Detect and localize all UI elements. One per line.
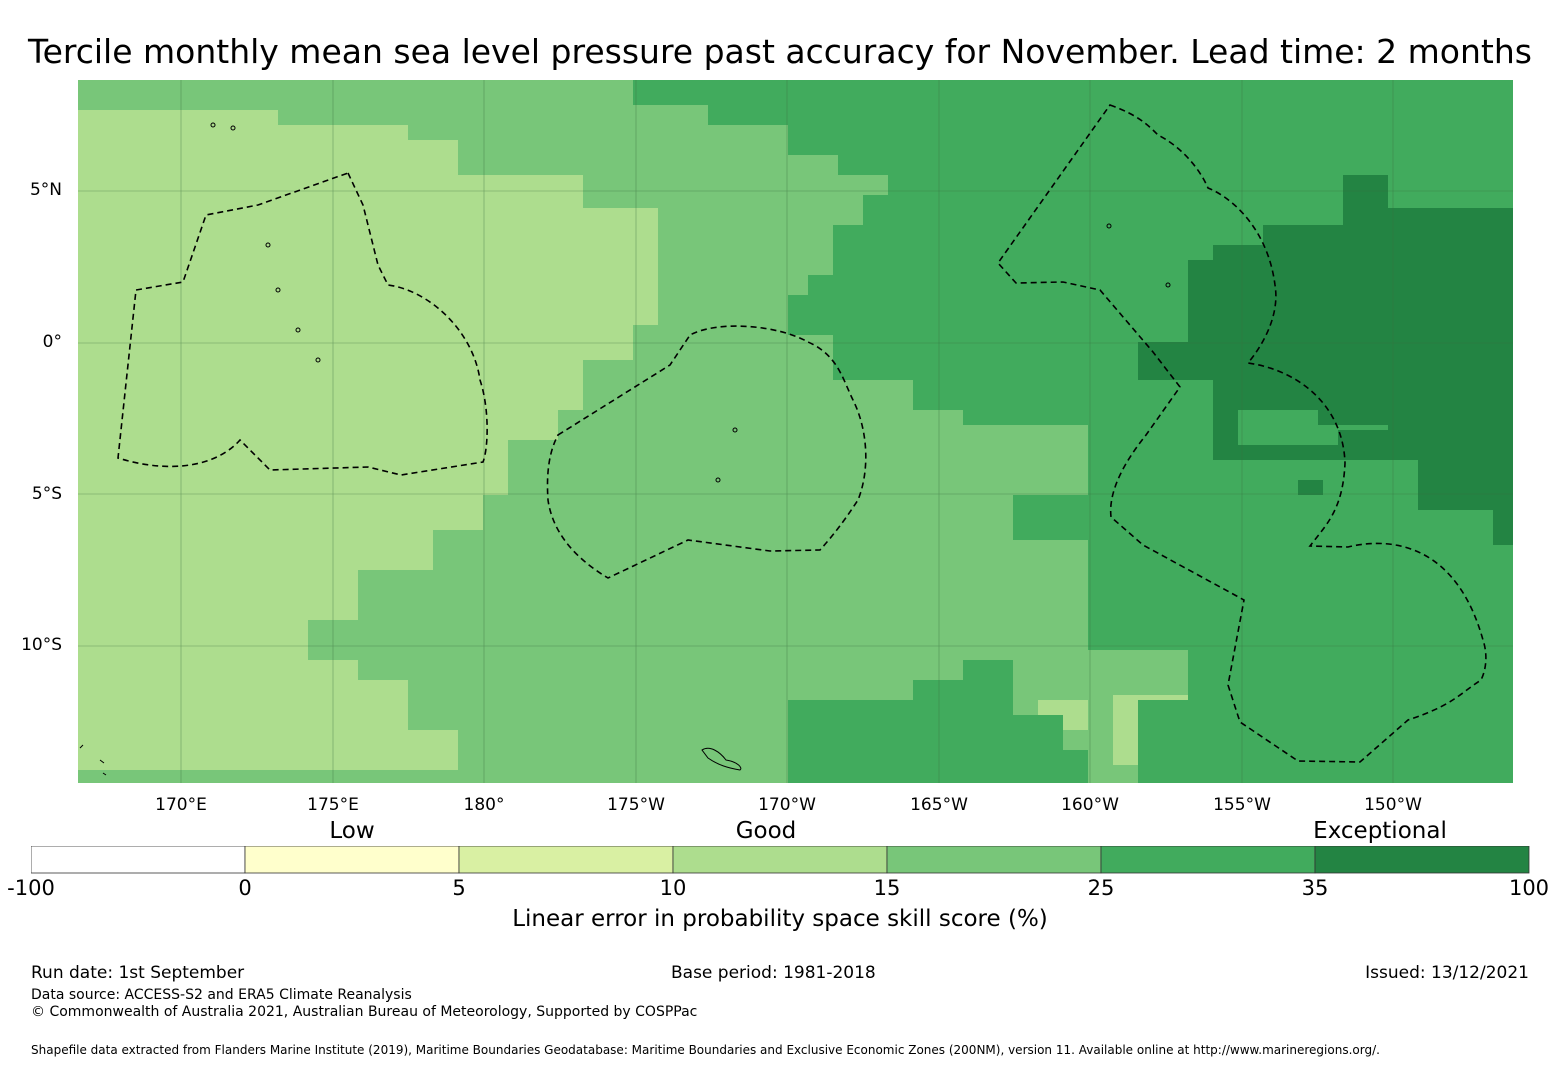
lon-label-155w: 155°W <box>1213 795 1271 815</box>
map-gridlines <box>78 80 1513 783</box>
island-outlines <box>79 122 1171 776</box>
category-good-label: Good <box>735 818 797 844</box>
lon-label-175e: 175°E <box>307 795 359 815</box>
eez-boundaries <box>117 104 1487 763</box>
island-dot-1 <box>210 122 216 128</box>
colorbar-tick-0: -100 <box>7 876 55 900</box>
colorbar-tick-5: 25 <box>1087 876 1115 900</box>
issued-date: Issued: 13/12/2021 <box>1365 963 1529 983</box>
base-period: Base period: 1981-2018 <box>671 963 876 983</box>
colorbar-label: Linear error in probability space skill … <box>512 906 1048 932</box>
lat-label-10s: 10°S <box>21 635 62 655</box>
eez-kiribati-gilbert <box>117 172 488 476</box>
colorbar-swatch-3 <box>672 846 888 874</box>
eez-line-islands-north <box>996 104 1487 763</box>
lon-label-180: 180° <box>463 795 505 815</box>
island-dot-3 <box>265 242 271 248</box>
lat-label-5n: 5°N <box>29 180 62 200</box>
lon-label-150w: 150°W <box>1364 795 1422 815</box>
colorbar-tick-4: 15 <box>873 876 901 900</box>
skill-region-light-green <box>78 110 658 770</box>
shapefile-credit: Shapefile data extracted from Flanders M… <box>31 1043 1380 1057</box>
lon-label-165w: 165°W <box>910 795 968 815</box>
island-dot-8 <box>1165 282 1171 288</box>
island-fiji <box>79 744 107 776</box>
island-dot-7 <box>1106 223 1112 229</box>
lon-label-170e: 170°E <box>155 795 207 815</box>
colorbar-tick-6: 35 <box>1301 876 1329 900</box>
skill-score-map <box>78 80 1513 783</box>
colorbar-tick-3: 10 <box>659 876 687 900</box>
colorbar-tick-2: 5 <box>452 876 466 900</box>
run-date: Run date: 1st September <box>31 963 245 983</box>
colorbar-swatch-2 <box>458 846 674 874</box>
colorbar-swatch-1 <box>244 846 460 874</box>
skill-region-green-south <box>788 660 1088 783</box>
lat-label-5s: 5°S <box>31 484 62 504</box>
lon-label-175w: 175°W <box>607 795 665 815</box>
skill-region-dark-green-b <box>1238 430 1388 495</box>
map-title: Tercile monthly mean sea level pressure … <box>28 32 1532 71</box>
island-dot-2 <box>230 125 236 131</box>
lon-label-170w: 170°W <box>758 795 816 815</box>
island-dot-9 <box>732 427 738 433</box>
island-dot-6 <box>315 357 321 363</box>
eez-tokelau <box>546 325 867 579</box>
colorbar-tick-1: 0 <box>238 876 252 900</box>
colorbar-tick-7: 100 <box>1508 876 1550 900</box>
island-dot-10 <box>715 477 721 483</box>
lat-label-0: 0° <box>42 332 62 352</box>
colorbar <box>31 846 1530 874</box>
island-dot-5 <box>295 327 301 333</box>
lon-label-160w: 160°W <box>1061 795 1119 815</box>
island-dot-4 <box>275 287 281 293</box>
colorbar-swatch-0 <box>31 846 246 874</box>
colorbar-swatch-4 <box>886 846 1102 874</box>
copyright: © Commonwealth of Australia 2021, Austra… <box>31 1004 698 1020</box>
island-samoa <box>701 747 742 771</box>
skill-region-dark-green <box>1138 175 1513 545</box>
data-source: Data source: ACCESS-S2 and ERA5 Climate … <box>31 987 412 1003</box>
colorbar-swatch-5 <box>1100 846 1316 874</box>
category-low-label: Low <box>329 818 375 844</box>
category-exceptional-label: Exceptional <box>1313 818 1447 844</box>
colorbar-swatch-6 <box>1314 846 1530 874</box>
